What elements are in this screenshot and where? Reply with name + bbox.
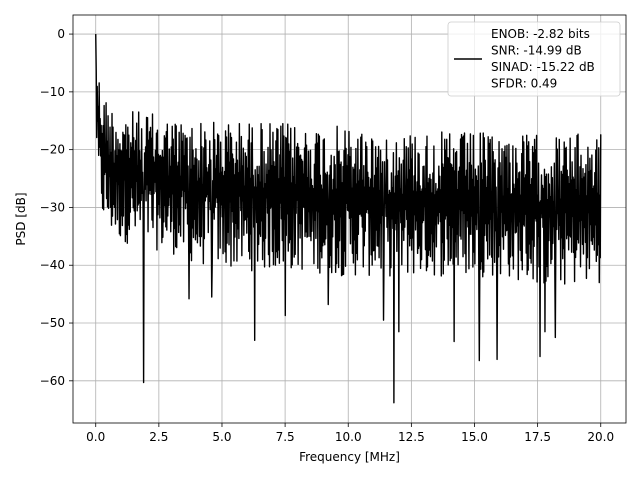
y-axis-label: PSD [dB] [14,192,28,245]
x-tick-label: 5.0 [212,430,231,444]
legend-entry-enob: ENOB: -2.82 bits [491,27,590,41]
legend-entry-sfdr: SFDR: 0.49 [491,77,557,91]
x-tick-label: 12.5 [398,430,425,444]
y-tick-label: 0 [57,27,65,41]
tick-layer: 0.0 2.5 5.0 7.5 10.0 12.5 15.0 17.5 20.0 0 −10 −20 −… [40,27,614,444]
x-tick-label: 17.5 [524,430,551,444]
legend-entry-sinad: SINAD: -15.22 dB [491,60,595,74]
legend-entry-snr: SNR: -14.99 dB [491,44,582,58]
y-tick-label: −30 [40,200,65,214]
y-tick-label: −20 [40,143,65,157]
legend: ENOB: -2.82 bits SNR: -14.99 dB SINAD: -… [447,21,621,97]
axes-frame [72,14,627,424]
x-tick-label: 20.0 [587,430,614,444]
y-tick-label: −60 [40,374,65,388]
plot-layer [95,34,602,404]
x-tick-label: 10.0 [335,430,362,444]
y-tick-label: −10 [40,85,65,99]
y-tick-label: −50 [40,316,65,330]
x-tick-label: 15.0 [461,430,488,444]
x-tick-label: 7.5 [276,430,295,444]
x-tick-label: 0.0 [86,430,105,444]
legend-box [447,21,621,97]
y-tick-label: −40 [40,258,65,272]
x-axis-label: Frequency [MHz] [299,450,400,464]
psd-series-line [95,34,602,404]
x-tick-label: 2.5 [149,430,168,444]
